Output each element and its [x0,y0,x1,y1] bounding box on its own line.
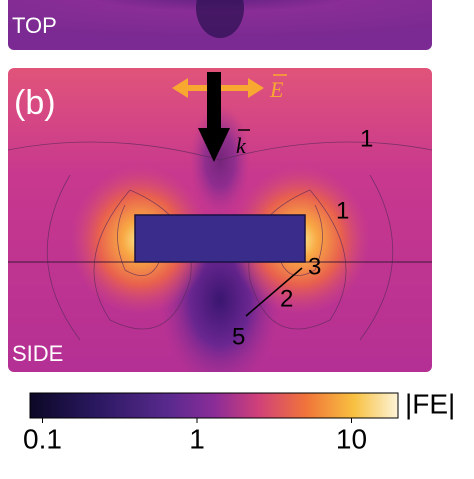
e-label: E [269,77,284,102]
colorbar-tick-label: 0.1 [23,423,62,454]
contour-label: 5 [232,323,245,350]
contour-label: 1 [336,197,349,224]
contour-label: 3 [308,253,321,280]
top-shadow [196,0,244,38]
contour [8,141,432,161]
colorbar [29,392,399,419]
colorbar-tick-label: 10 [336,423,367,454]
leader-line [245,267,303,317]
k-label: k [236,133,247,158]
contour [117,204,323,277]
e-arrowhead [248,78,264,98]
k-arrowhead [198,128,230,162]
colorbar-title: |FE| [405,388,455,419]
panel-label: (b) [14,84,56,122]
k-arrow [207,72,221,132]
colorbar-ticks: 0.1 1 10 [23,418,367,454]
top-label: TOP [12,13,57,38]
contour [46,174,394,341]
contour-label: 1 [360,125,373,152]
particle [134,214,306,263]
e-arrowhead [172,78,188,98]
colorbar-tick-label: 1 [189,423,205,454]
contour-label: 2 [280,285,293,312]
side-label: SIDE [12,341,63,366]
